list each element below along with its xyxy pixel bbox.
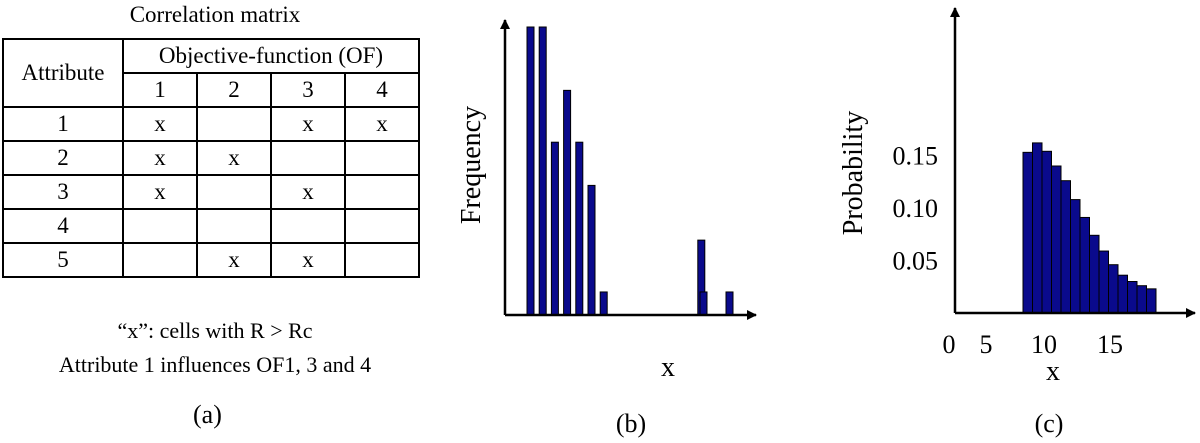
matrix-cell: [122, 208, 198, 244]
y-tick-label-c: 0.05: [893, 247, 939, 276]
table-header-row: Attribute Objective-function (OF): [2, 38, 420, 108]
x-tick-label-c: 10: [1031, 330, 1057, 359]
prob-bar: [1041, 150, 1052, 314]
header-attribute: Attribute: [2, 38, 124, 108]
freq-bar: [550, 141, 559, 316]
note-line-2: Attribute 1 influences OF1, 3 and 4: [58, 352, 372, 377]
freq-bar: [575, 141, 584, 316]
row-attribute-label: 2: [2, 140, 124, 176]
matrix-cell: [196, 106, 272, 142]
row-attribute-label: 5: [2, 242, 124, 278]
freq-bar: [563, 89, 572, 316]
freq-bar: [725, 291, 734, 316]
prob-bar: [1127, 281, 1138, 314]
matrix-cell: x: [196, 242, 272, 278]
freq-bar: [538, 26, 547, 316]
matrix-cell: [344, 174, 420, 210]
matrix-cell: x: [122, 106, 198, 142]
matrix-cell: x: [344, 106, 420, 142]
matrix-cell: [344, 208, 420, 244]
of-column-header-2: 2: [196, 72, 272, 108]
y-axis-label-b: Frequency: [456, 106, 487, 224]
panel-a: Correlation matrix Attribute Objective-f…: [0, 0, 430, 443]
y-tick-label-c: 0.15: [893, 142, 939, 171]
prob-bar: [1070, 199, 1081, 314]
panel-label-b: (b): [616, 409, 646, 438]
prob-bar: [1060, 180, 1071, 314]
matrix-cell: x: [270, 242, 346, 278]
prob-bar: [1079, 216, 1090, 314]
prob-bar: [1022, 151, 1033, 314]
note-line-1: “x”: cells with R > Rc: [117, 318, 313, 343]
row-attribute-label: 4: [2, 208, 124, 244]
of-column-header-4: 4: [344, 72, 420, 108]
prob-bar: [1089, 234, 1100, 314]
matrix-cell: [344, 140, 420, 176]
y-tick-label-c: 0.10: [893, 194, 939, 223]
prob-bar: [1136, 285, 1147, 314]
prob-bar: [1117, 274, 1128, 314]
prob-bar: [1108, 264, 1119, 314]
table-row: 4: [2, 208, 420, 244]
matrix-cell: x: [270, 174, 346, 210]
freq-bar: [599, 291, 608, 316]
x-axis-label-b: x: [661, 352, 675, 383]
row-attribute-label: 3: [2, 174, 124, 210]
matrix-cell: [196, 174, 272, 210]
matrix-cell: x: [196, 140, 272, 176]
matrix-cell: [270, 208, 346, 244]
panel-label-a: (a): [193, 400, 222, 429]
prob-bar: [1051, 165, 1062, 314]
matrix-cell: x: [270, 106, 346, 142]
x-axis-label-c: x: [1046, 356, 1060, 387]
freq-bar: [526, 26, 535, 316]
prob-bar: [1032, 142, 1043, 314]
x-tick-label-c: 5: [980, 330, 993, 359]
matrix-cell: x: [122, 174, 198, 210]
matrix-title: Correlation matrix: [129, 2, 301, 27]
freq-bar: [699, 291, 708, 316]
matrix-cell: [122, 242, 198, 278]
prob-bar: [1146, 288, 1157, 314]
panel-label-c: (c): [1035, 409, 1064, 438]
matrix-cell: [196, 208, 272, 244]
matrix-cell: [344, 242, 420, 278]
matrix-cell: x: [122, 140, 198, 176]
prob-bar: [1098, 250, 1109, 314]
y-axis-label-c: Probability: [838, 111, 869, 235]
x-tick-label-c: 0: [943, 330, 956, 359]
freq-bar: [587, 184, 596, 316]
matrix-cell: [270, 140, 346, 176]
header-objective-function: Objective-function (OF): [122, 38, 420, 74]
of-column-header-1: 1: [122, 72, 198, 108]
x-tick-label-c: 15: [1097, 330, 1123, 359]
row-attribute-label: 1: [2, 106, 124, 142]
of-column-header-3: 3: [270, 72, 346, 108]
